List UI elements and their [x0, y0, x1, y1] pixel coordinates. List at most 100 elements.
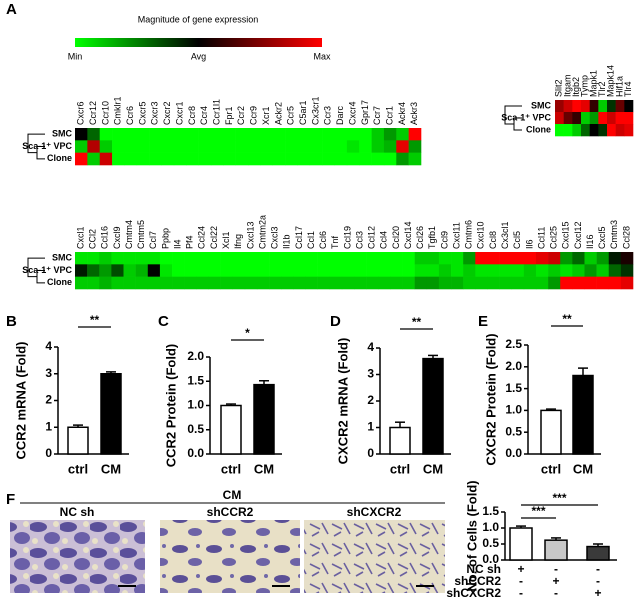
gene-label: Cxcl9	[112, 226, 122, 249]
heatmap-cell	[572, 264, 585, 277]
x-tick-label: CM	[573, 461, 593, 476]
heatmap-cell	[112, 152, 125, 166]
heatmap-cell	[624, 112, 634, 125]
y-tick-label: 1.0	[505, 403, 522, 417]
heatmap-cell	[285, 128, 298, 141]
bar	[509, 527, 533, 561]
heatmap-cell	[285, 140, 298, 153]
gene-label: Hif1a	[614, 76, 624, 97]
heatmap-cell	[220, 264, 233, 277]
heatmap-cell	[124, 128, 138, 141]
gene-label: Cxcr3	[150, 101, 160, 125]
heatmap-cell	[378, 264, 391, 277]
heatmap-cell	[186, 140, 199, 153]
heatmap-cell	[414, 276, 428, 290]
heatmap-cell	[220, 276, 233, 290]
gene-label: Cmtm6	[464, 220, 474, 249]
condition-label: shCCR2	[454, 574, 501, 588]
heatmap-cell	[147, 276, 161, 290]
gene-label: Ccl11	[536, 227, 546, 249]
heatmap-cell	[346, 128, 360, 141]
row-label: Clone	[47, 153, 72, 163]
gene-label: Ccl8	[488, 231, 498, 249]
bar	[572, 374, 594, 455]
condition-mark: -	[554, 586, 558, 599]
y-tick-label: 0.5	[187, 422, 204, 436]
heatmap-cell	[487, 264, 500, 277]
heatmap-cell	[608, 264, 622, 277]
heatmap-cell	[75, 140, 88, 153]
panel-letter: E	[478, 313, 488, 330]
gene-label: Ccl28	[621, 226, 631, 249]
heatmap-cell	[563, 124, 573, 137]
heatmap-cell	[210, 140, 224, 153]
gene-label: Mapk1	[588, 70, 598, 97]
heatmap-cell	[123, 264, 136, 277]
y-tick-label: 1.5	[482, 504, 499, 518]
heatmap-cell	[281, 264, 294, 277]
heatmap-cell	[198, 152, 212, 166]
y-tick-label: 4	[45, 339, 52, 353]
heatmap-cell	[99, 252, 112, 265]
gene-label: Cxcl13	[245, 221, 255, 249]
colorbar-label: Max	[313, 51, 331, 61]
heatmap-cell	[402, 264, 415, 277]
gene-label: Ackr3	[409, 102, 419, 125]
heatmap-cell	[581, 100, 590, 113]
gene-label: Ccl3	[354, 231, 364, 249]
heatmap-cell	[596, 252, 610, 265]
heatmap-cell	[281, 276, 294, 290]
heatmap-cell	[607, 124, 616, 137]
gene-label: Cmtm4	[124, 220, 134, 249]
gene-label: Cmklr1	[113, 97, 123, 126]
heatmap-cell	[99, 264, 112, 277]
heatmap-cell	[463, 252, 476, 265]
heatmap-cell	[256, 252, 270, 265]
gene-label: Cmtm2a	[257, 215, 267, 249]
heatmap-cell	[548, 264, 561, 277]
significance-label: **	[90, 313, 100, 327]
heatmap-cell	[555, 124, 564, 137]
heatmap-cell	[161, 128, 175, 141]
x-tick-label: ctrl	[390, 461, 410, 476]
heatmap-cell	[584, 252, 597, 265]
heatmap-cell	[260, 152, 274, 166]
y-tick-label: 0	[367, 446, 374, 460]
heatmap-cell	[248, 128, 261, 141]
gene-label: Mapk14	[606, 65, 616, 97]
gene-label: Cx3cl1	[500, 221, 510, 249]
heatmap-cell	[620, 276, 634, 290]
heatmap-cell	[111, 264, 124, 277]
heatmap-cell	[186, 152, 199, 166]
gene-label: Ackr4	[397, 102, 407, 125]
heatmap-cell	[112, 128, 125, 141]
heatmap-cell	[584, 264, 597, 277]
colorbar-title: Magnitude of gene expression	[138, 14, 259, 24]
heatmap-cell	[451, 252, 464, 265]
heatmap-cell	[560, 264, 573, 277]
gene-label: Ccr12	[88, 101, 98, 125]
heatmap-cell	[244, 264, 258, 277]
heatmap-cell	[396, 152, 409, 166]
heatmap-cell	[305, 264, 318, 277]
gene-label: Darc	[335, 105, 345, 125]
heatmap-cell	[438, 264, 452, 277]
heatmap-cell	[208, 276, 221, 290]
heatmap-cell	[408, 128, 422, 141]
heatmap-cell	[75, 128, 88, 141]
heatmap-cell	[371, 152, 385, 166]
x-tick-label: CM	[101, 461, 121, 476]
heatmap-cell	[256, 264, 270, 277]
heatmap-cell	[408, 140, 422, 153]
heatmap-cell	[378, 276, 391, 290]
gene-label: Ackr2	[273, 102, 283, 125]
heatmap-cell	[463, 264, 476, 277]
row-label: Sca-1⁺ VPC	[22, 265, 72, 275]
gene-label: Cxcl10	[476, 221, 486, 249]
heatmap-cell	[346, 152, 360, 166]
heatmap-cell	[99, 276, 112, 290]
significance-label: **	[562, 312, 572, 326]
gene-label: Ccl25	[549, 226, 559, 249]
heatmap-cell	[317, 252, 331, 265]
gene-label: Cx3cr1	[310, 96, 320, 125]
